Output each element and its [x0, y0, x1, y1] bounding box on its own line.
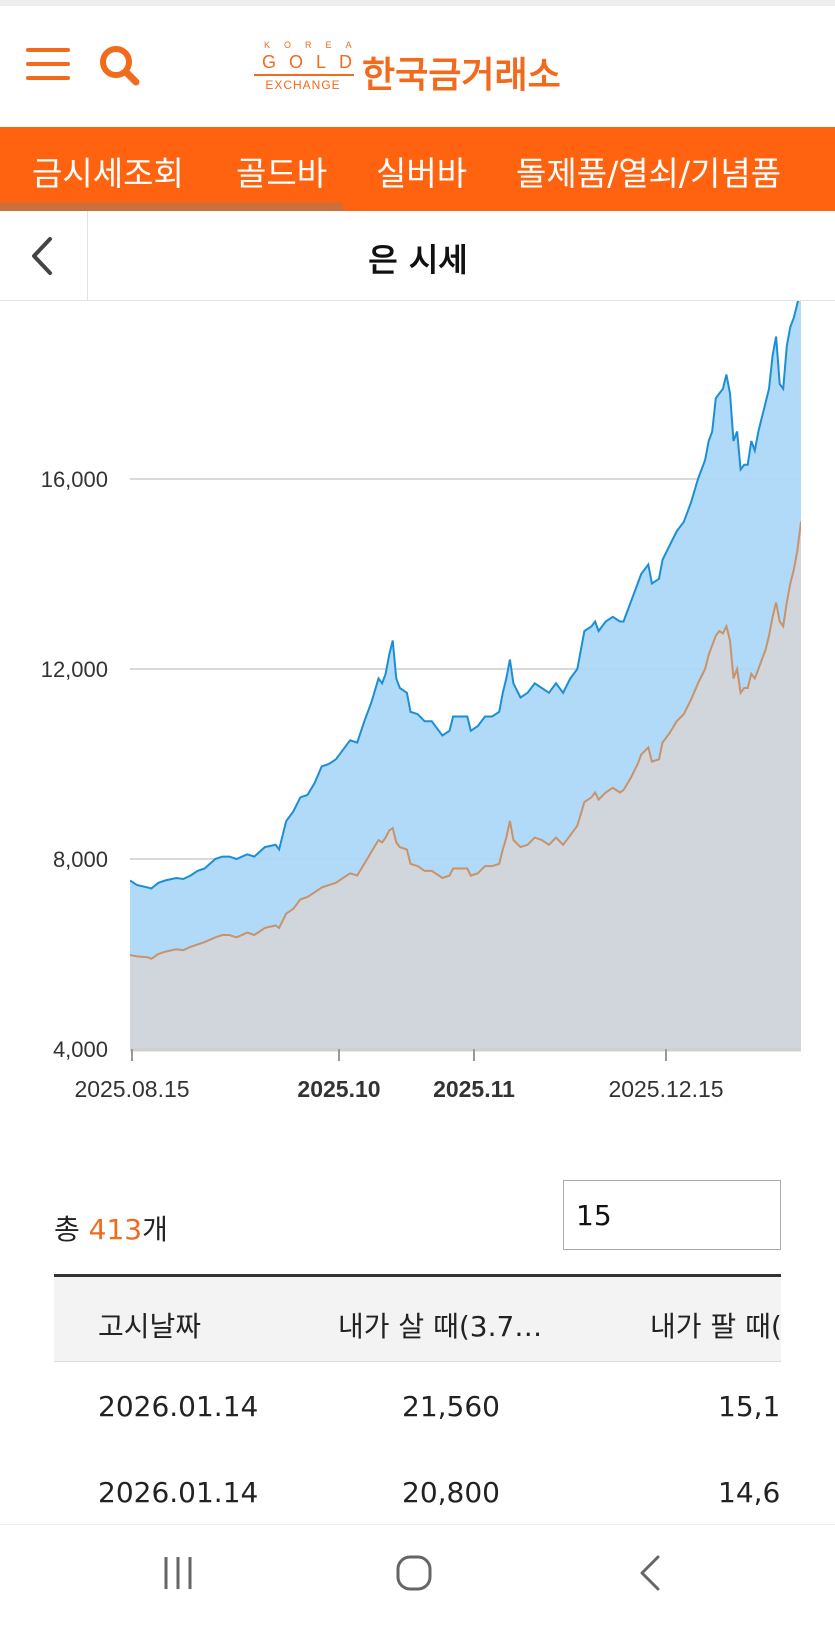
column-header-sell: 내가 팔 때( — [650, 1310, 781, 1343]
silver-price-chart[interactable]: 4,000 8,000 12,000 16,000 2025.08.15 2025.10 2… — [0, 301, 835, 1121]
series-area-sell — [130, 521, 801, 1049]
logo-exchange-text: EXCHANGE — [265, 78, 341, 92]
series-line-sell — [130, 521, 801, 960]
cell-sell: 14,64 — [718, 1476, 781, 1509]
page-size-select[interactable]: 15 — [563, 1180, 781, 1250]
price-table: 고시날짜 내가 살 때(3.7… 내가 팔 때( 2026.01.14 21,5… — [54, 1274, 781, 1524]
page-subheader: 은 시세 — [0, 211, 835, 301]
y-tick-label: 4,000 — [53, 1037, 108, 1062]
total-count-prefix: 총 — [54, 1213, 89, 1246]
back-icon[interactable] — [632, 1553, 672, 1597]
category-nav: 금시세조회 골드바 실버바 돌제품/열쇠/기념품 — [0, 127, 835, 211]
home-icon[interactable] — [394, 1553, 434, 1597]
logo-korea-text: KOREA — [264, 40, 366, 50]
y-tick-label: 12,000 — [41, 657, 108, 682]
logo-gold-text: GOLD — [262, 52, 366, 72]
y-tick-label: 8,000 — [53, 847, 108, 872]
total-count-suffix: 개 — [142, 1213, 168, 1246]
chart-canvas[interactable]: 4,000 8,000 12,000 16,000 2025.08.15 2025.10 2… — [0, 301, 835, 1121]
table-row[interactable]: 2026.01.14 20,800 14,64 — [54, 1448, 781, 1524]
x-tick-label: 2025.12.15 — [608, 1076, 723, 1102]
nav-item-silver-bar[interactable]: 실버바 — [376, 154, 468, 193]
logo-mark: KOREA GOLD EXCHANGE — [250, 40, 356, 96]
column-header-date: 고시날짜 — [98, 1310, 202, 1343]
total-count-number: 413 — [88, 1213, 143, 1246]
y-tick-label: 16,000 — [41, 467, 108, 492]
site-logo[interactable]: KOREA GOLD EXCHANGE 한국금거래소 — [250, 40, 590, 96]
nav-item-gold-bar[interactable]: 골드바 — [236, 154, 328, 193]
table-header: 고시날짜 내가 살 때(3.7… 내가 팔 때( — [54, 1274, 781, 1362]
system-navigation-bar — [0, 1524, 835, 1627]
table-row[interactable]: 2026.01.14 21,560 15,17 — [54, 1362, 781, 1448]
nav-scroll-indicator — [0, 203, 343, 211]
column-header-buy: 내가 살 때(3.7… — [338, 1310, 543, 1343]
recents-icon[interactable] — [160, 1553, 200, 1597]
logo-name: 한국금거래소 — [362, 55, 561, 96]
series-line-buy — [130, 301, 800, 890]
cell-date: 2026.01.14 — [98, 1476, 259, 1509]
cell-buy: 20,800 — [402, 1476, 500, 1509]
back-button[interactable] — [0, 211, 88, 300]
x-tick-label: 2025.10 — [297, 1076, 380, 1102]
cell-buy: 21,560 — [402, 1390, 500, 1423]
cell-sell: 15,17 — [718, 1390, 781, 1423]
page-title: 은 시세 — [368, 241, 468, 279]
x-tick-label: 2025.11 — [433, 1076, 515, 1102]
x-tick-label: 2025.08.15 — [74, 1076, 189, 1102]
hamburger-menu-icon[interactable] — [26, 46, 70, 82]
site-header: KOREA GOLD EXCHANGE 한국금거래소 — [0, 6, 835, 127]
cell-date: 2026.01.14 — [98, 1390, 259, 1423]
nav-item-gold-price[interactable]: 금시세조회 — [32, 154, 184, 193]
search-icon[interactable] — [98, 44, 142, 88]
chevron-left-icon — [32, 237, 52, 275]
nav-item-dol-keys-souvenirs[interactable]: 돌제품/열쇠/기념품 — [516, 154, 782, 193]
status-strip — [0, 0, 835, 6]
series-group — [130, 301, 801, 1049]
total-count: 총 413개 — [54, 1208, 168, 1248]
